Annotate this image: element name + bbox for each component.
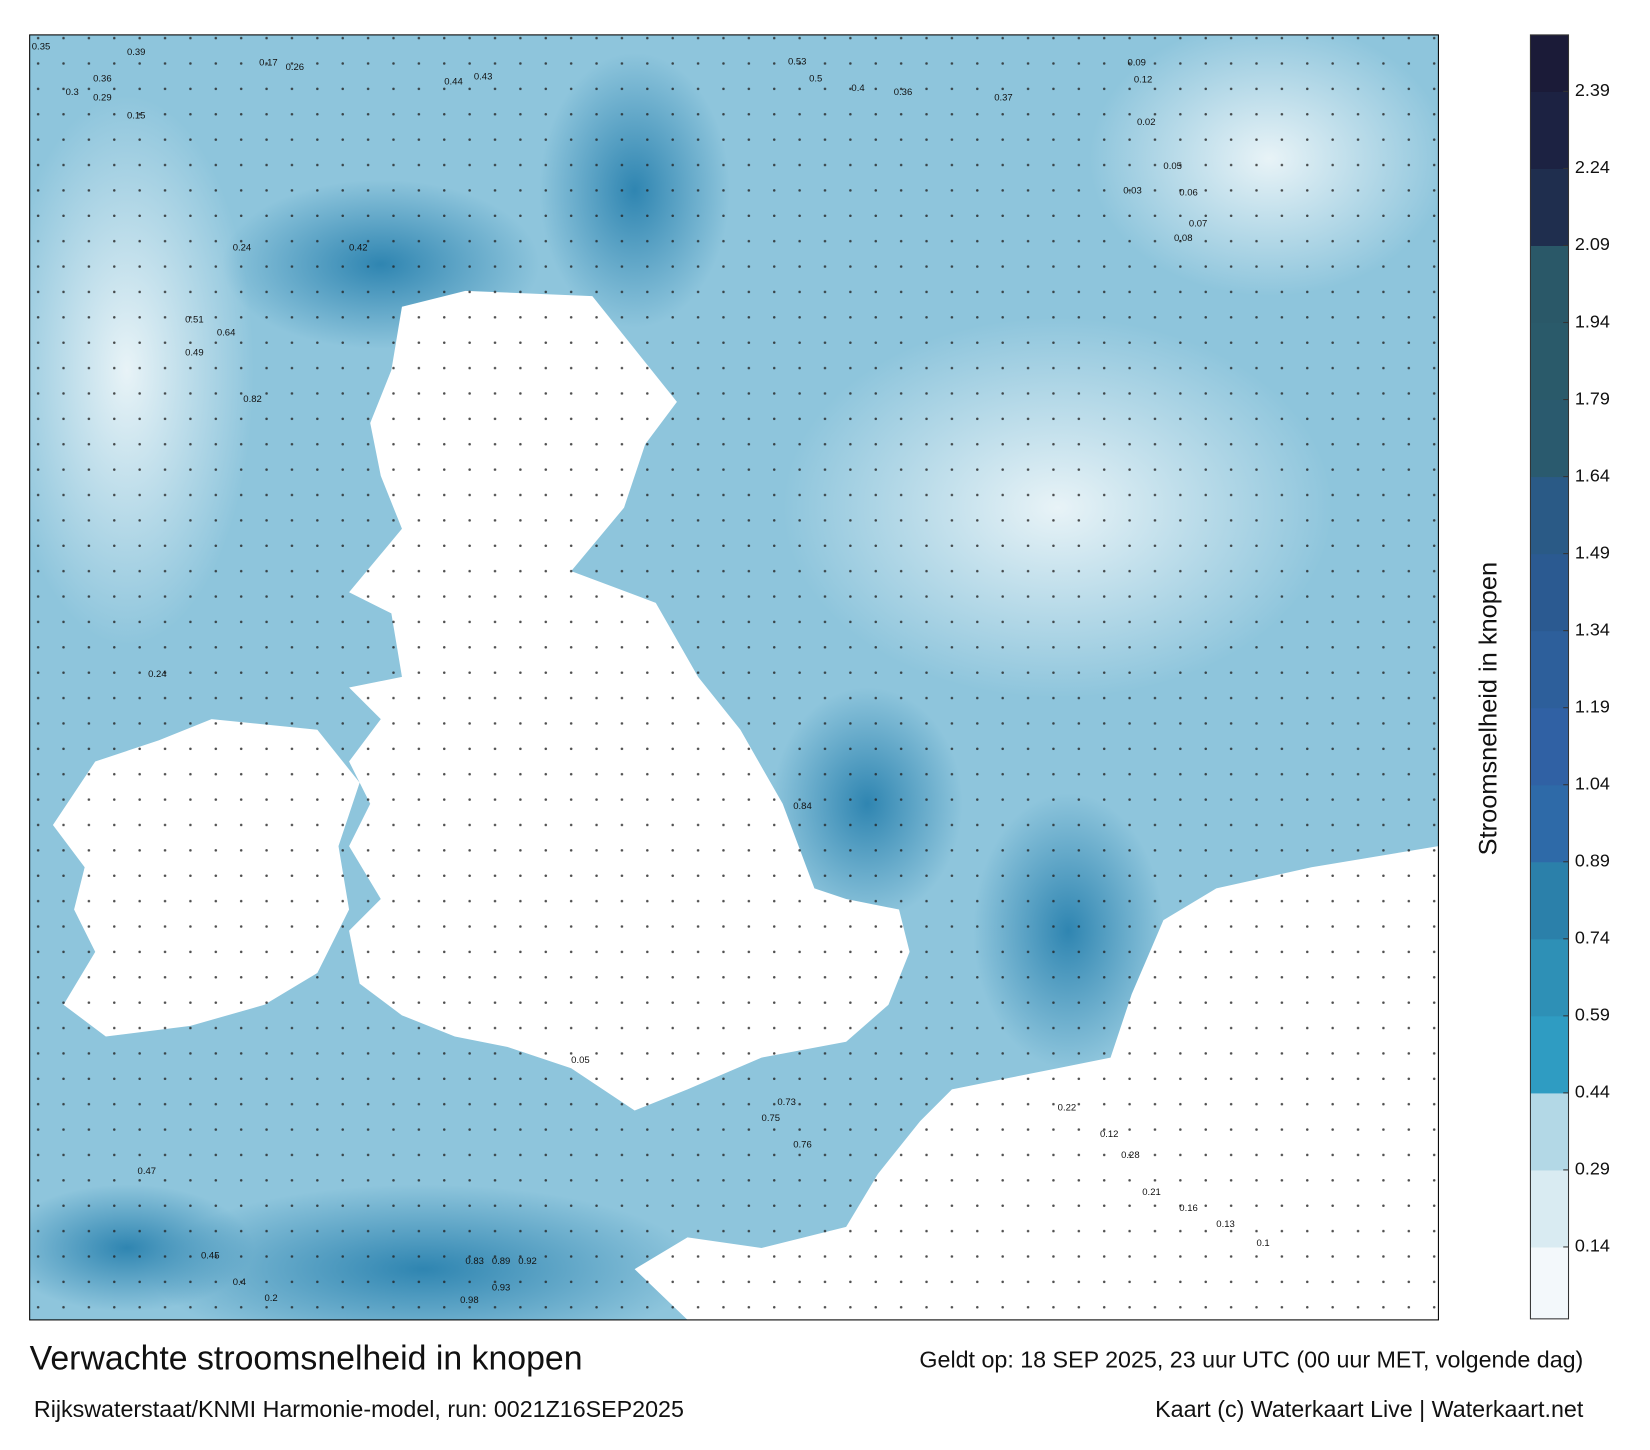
colorbar-tick-label: 0.74: [1575, 928, 1610, 948]
colorbar-band: [1530, 399, 1569, 478]
value-label: 0.83: [465, 1256, 484, 1267]
model-run: Rijkswaterstaat/KNMI Harmonie-model, run…: [34, 1396, 684, 1422]
value-labels: 0.35 0.390.360.3 0.290.17 0.260.44 0.430.530…: [32, 42, 1270, 1306]
value-label: 0.2: [264, 1293, 277, 1304]
colorbar-band: [1530, 1015, 1569, 1094]
colorbar-band: [1530, 553, 1569, 632]
value-label: 0.24: [148, 669, 167, 680]
value-label: 0.43: [474, 71, 493, 82]
value-label: 0.3: [66, 87, 79, 98]
value-label: 0.93: [492, 1282, 510, 1293]
colorbar-label: Stroomsnelheid in knopen: [1475, 562, 1503, 855]
value-label: 0.47: [138, 1166, 156, 1177]
colorbar-tick-label: 0.89: [1575, 851, 1610, 871]
colorbar-tick-label: 1.04: [1575, 773, 1610, 793]
colorbar-tick-label: 2.09: [1575, 234, 1610, 254]
value-label: 0.07: [1189, 218, 1208, 229]
map-frame: [29, 34, 1439, 1321]
credit: Kaart (c) Waterkaart Live | Waterkaart.n…: [1155, 1396, 1584, 1422]
value-label: 0.09: [1127, 58, 1146, 69]
map-area: 0.35 0.390.360.3 0.290.17 0.260.44 0.430.530…: [29, 34, 1439, 1320]
value-label: 0.13: [1216, 1219, 1235, 1230]
value-label: 0.45: [201, 1251, 220, 1262]
value-label: 0.02: [1137, 117, 1156, 128]
value-label: 0.28: [1121, 1150, 1140, 1161]
value-label: 0.05: [571, 1055, 590, 1066]
colorbar-tick-label: 0.14: [1575, 1236, 1610, 1256]
value-label: 0.17: [259, 58, 277, 69]
colorbar-tick-label: 0.29: [1575, 1159, 1610, 1179]
value-label: 0.05: [1163, 161, 1182, 172]
value-label: 0.21: [1142, 1187, 1161, 1198]
colorbar-band: [1530, 861, 1569, 940]
value-label: 0.4: [233, 1277, 246, 1288]
value-label: 0.35: [32, 42, 51, 53]
valid-time: Geldt op: 18 SEP 2025, 23 uur UTC (00 uu…: [919, 1347, 1583, 1373]
value-label: 0.39: [127, 47, 146, 58]
value-label: 0.49: [185, 347, 204, 358]
colorbar-band: [1530, 630, 1569, 709]
colorbar-band: [1530, 245, 1569, 324]
colorbar-tick-label: 1.49: [1575, 542, 1610, 562]
colorbar-tick-label: 0.59: [1575, 1005, 1610, 1025]
colorbar-tick-label: 1.64: [1575, 465, 1610, 485]
colorbar-tick-label: 1.79: [1575, 388, 1610, 408]
colorbar-tick-label: 1.94: [1575, 311, 1610, 331]
value-label: 0.84: [793, 801, 812, 812]
value-label: 0.37: [994, 92, 1013, 103]
value-label: 0.36: [93, 73, 111, 84]
colorbar-band: [1530, 707, 1569, 786]
colorbar-tick-label: 2.39: [1575, 80, 1610, 100]
colorbar: 0.14 0.29 0.44 0.59 0.74 0.89 1.04 1.19 1.34 1.49…: [1529, 34, 1610, 1320]
value-label: 0.16: [1179, 1203, 1198, 1214]
value-label: 0.89: [492, 1256, 510, 1267]
colorbar-tick-label: 1.19: [1575, 696, 1610, 716]
colorbar-tick-label: 0.44: [1575, 1082, 1610, 1102]
value-label: 0.73: [777, 1097, 796, 1108]
grid-dots: [29, 34, 1439, 1320]
value-label: 0.24: [233, 243, 252, 254]
colorbar-band: [1530, 168, 1569, 246]
value-label: 0.42: [349, 243, 368, 254]
colorbar-band: [1530, 1169, 1569, 1248]
value-label: 0.22: [1058, 1103, 1077, 1114]
value-label: 0.03: [1123, 186, 1142, 197]
value-label: 0.1: [1257, 1238, 1270, 1249]
colorbar-band: [1530, 34, 1569, 92]
colorbar-tick-label: 2.24: [1575, 157, 1610, 177]
value-label: 0.82: [243, 394, 262, 405]
colorbar-tick-label: 1.34: [1575, 619, 1610, 639]
title: Verwachte stroomsnelheid in knopen: [30, 1340, 583, 1378]
colorbar-band: [1530, 1092, 1569, 1171]
value-label: 0.98: [460, 1295, 479, 1306]
value-label: 0.29: [93, 92, 111, 103]
value-label: 0.5: [809, 73, 822, 84]
value-label: 0.12: [1134, 74, 1153, 85]
value-label: 0.12: [1100, 1129, 1119, 1140]
value-label: 0.53: [788, 57, 807, 68]
value-label: 0.36: [894, 87, 913, 98]
colorbar-frame: [1529, 34, 1570, 1320]
value-label: 0.4: [851, 83, 864, 94]
colorbar-band: [1530, 476, 1569, 555]
value-label: 0.06: [1179, 188, 1198, 199]
colorbar-band: [1530, 322, 1569, 401]
value-label: 0.92: [518, 1256, 537, 1267]
colorbar-band: [1530, 938, 1569, 1017]
value-label: 0.64: [217, 327, 236, 338]
value-label: 0.26: [286, 62, 305, 73]
value-label: 0.08: [1174, 233, 1193, 244]
value-label: 0.15: [127, 110, 146, 121]
value-label: 0.75: [762, 1113, 781, 1124]
value-label: 0.51: [185, 315, 204, 326]
colorbar-band: [1530, 784, 1569, 863]
colorbar-band: [1530, 91, 1569, 169]
value-label: 0.44: [444, 77, 463, 88]
value-label: 0.76: [793, 1140, 812, 1151]
colorbar-band: [1530, 1246, 1569, 1320]
